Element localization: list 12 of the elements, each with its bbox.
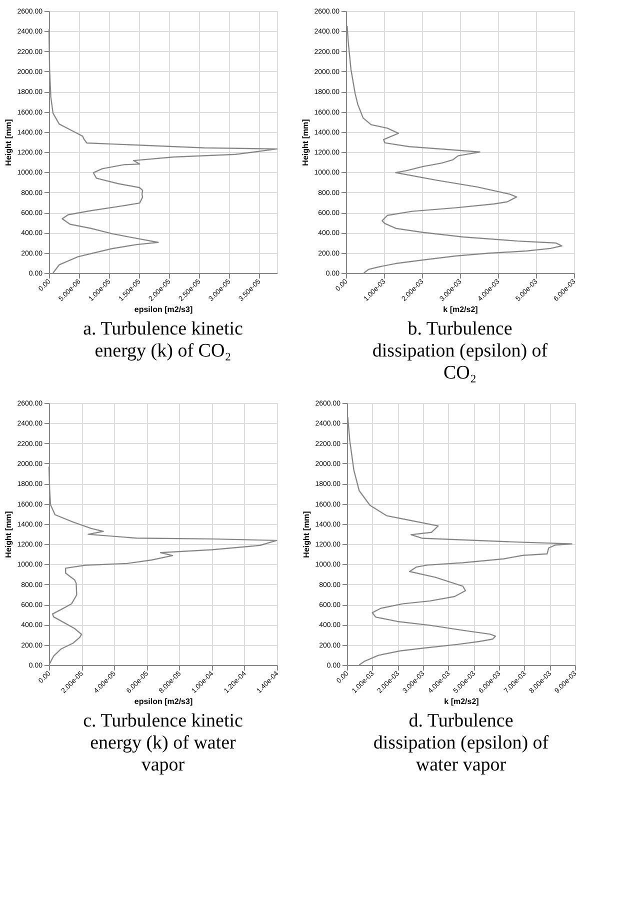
x-axis-title: epsilon [m2/s3]	[134, 697, 193, 706]
x-axis-title: epsilon [m2/s3]	[134, 305, 193, 314]
x-axis-title: k [m2/s2]	[443, 305, 478, 314]
text: b. Turbulence dissipation (epsilon) of CO₂	[372, 318, 548, 384]
text: c. Turbulence kinetic energy (k) of water vapor	[83, 710, 243, 776]
y-axis-title: Height [mm]	[4, 510, 14, 558]
text: a. Turbulence kinetic energy (k) of CO₂	[83, 318, 243, 362]
y-axis-title: Height [mm]	[301, 118, 310, 166]
x-axis-title: k [m2/s2]	[444, 697, 480, 706]
y-axis-title: Height [mm]	[4, 118, 14, 166]
text: d. Turbulence dissipation (epsilon) of water vapor	[373, 710, 550, 776]
y-axis-title: Height [mm]	[302, 510, 312, 558]
